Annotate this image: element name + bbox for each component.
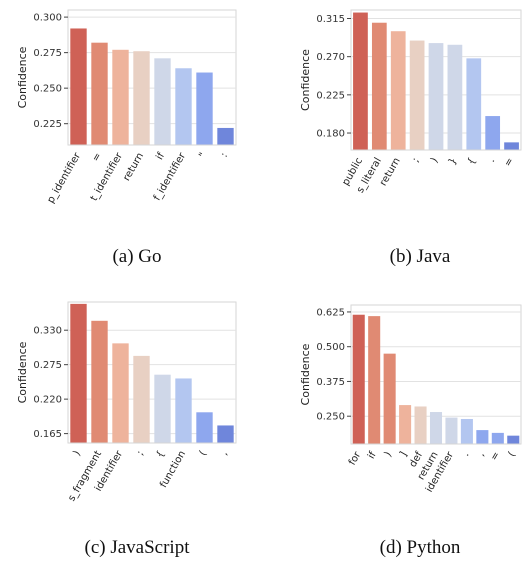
y-tick-label: 0.180: [316, 129, 345, 140]
y-tick-label: 0.275: [33, 48, 62, 59]
x-tick-label: .: [460, 450, 471, 458]
x-tick-label: (: [506, 450, 518, 459]
y-tick-label: 0.250: [316, 412, 345, 423]
y-tick-label: 0.625: [316, 307, 345, 318]
bar: [460, 418, 473, 444]
y-tick-label: 0.165: [33, 429, 62, 440]
panel-java: 0.1800.2250.2700.315publics_literalretur…: [299, 9, 522, 267]
bar: [352, 314, 365, 444]
x-tick-label: {: [154, 449, 167, 460]
bar: [390, 31, 406, 151]
bar: [196, 412, 213, 443]
x-tick-label: s_fragment: [66, 449, 104, 503]
x-tick-label: ]: [398, 450, 410, 459]
y-axis-label: Confidence: [299, 49, 312, 111]
x-tick-label: ): [383, 450, 395, 459]
y-tick-label: 0.220: [33, 395, 62, 406]
y-tick-label: 0.500: [316, 342, 345, 353]
bar: [485, 116, 501, 150]
bar: [91, 42, 108, 145]
bar: [409, 40, 425, 150]
x-tick-label: if: [154, 151, 167, 162]
bar: [154, 374, 171, 443]
x-tick-label: if: [366, 450, 379, 461]
x-tick-label: {: [466, 156, 479, 167]
bar: [217, 425, 234, 443]
x-tick-label: p_identifier: [45, 150, 83, 205]
x-tick-label: =: [489, 450, 503, 463]
panel-caption: (a) Go: [112, 246, 161, 267]
y-tick-label: 0.315: [316, 14, 345, 25]
bar: [476, 430, 489, 444]
bar: [445, 417, 458, 444]
bar: [196, 72, 213, 145]
y-tick-label: 0.300: [33, 13, 62, 24]
panel-caption: (b) Java: [390, 246, 451, 267]
bar: [399, 405, 412, 444]
bar: [112, 343, 129, 443]
bar: [447, 44, 463, 150]
bar: [112, 49, 129, 145]
y-axis-label: Confidence: [299, 343, 312, 405]
y-tick-label: 0.275: [33, 360, 62, 371]
y-tick-label: 0.375: [316, 377, 345, 388]
panel-caption: (c) JavaScript: [85, 537, 191, 558]
x-tick-label: ;: [135, 449, 146, 457]
x-tick-label: ): [72, 449, 84, 458]
bar: [353, 12, 368, 150]
bar: [466, 58, 482, 151]
x-tick-label: =: [502, 156, 516, 169]
bar: [175, 378, 192, 443]
x-tick-label: ,: [219, 449, 230, 457]
bar: [154, 58, 171, 145]
y-tick-label: 0.270: [316, 52, 345, 63]
bar: [383, 353, 396, 444]
x-tick-label: }: [447, 156, 460, 167]
x-tick-label: :: [219, 151, 230, 159]
bar: [70, 303, 87, 443]
x-tick-label: (: [198, 449, 210, 458]
x-tick-label: ): [429, 156, 441, 165]
y-tick-label: 0.225: [316, 90, 345, 101]
bar: [368, 316, 381, 444]
bar: [429, 412, 443, 444]
y-axis-label: Confidence: [16, 46, 29, 108]
x-tick-label: .: [486, 156, 497, 164]
bar: [491, 432, 504, 444]
x-tick-label: for: [347, 449, 364, 467]
bar: [507, 435, 520, 444]
x-tick-label: =: [90, 151, 104, 164]
bar: [428, 43, 444, 150]
x-tick-label: ,: [476, 450, 487, 458]
bar: [91, 320, 108, 443]
panel-caption: (d) Python: [380, 537, 461, 558]
bar: [175, 68, 192, 145]
y-tick-label: 0.225: [33, 119, 62, 130]
bar: [371, 22, 387, 150]
y-axis-label: Confidence: [16, 341, 29, 403]
y-tick-label: 0.330: [33, 326, 62, 337]
bar: [133, 355, 150, 443]
bar: [504, 142, 519, 150]
y-tick-label: 0.250: [33, 84, 62, 95]
x-tick-label: ;: [410, 156, 421, 164]
bar: [217, 127, 234, 145]
bar: [70, 28, 87, 145]
panel-javascript: 0.1650.2200.2750.330)s_fragmentidentifie…: [16, 301, 237, 558]
bar: [133, 51, 150, 145]
x-tick-label: ": [197, 151, 209, 160]
bar: [414, 406, 427, 444]
x-tick-label: return: [121, 151, 146, 183]
